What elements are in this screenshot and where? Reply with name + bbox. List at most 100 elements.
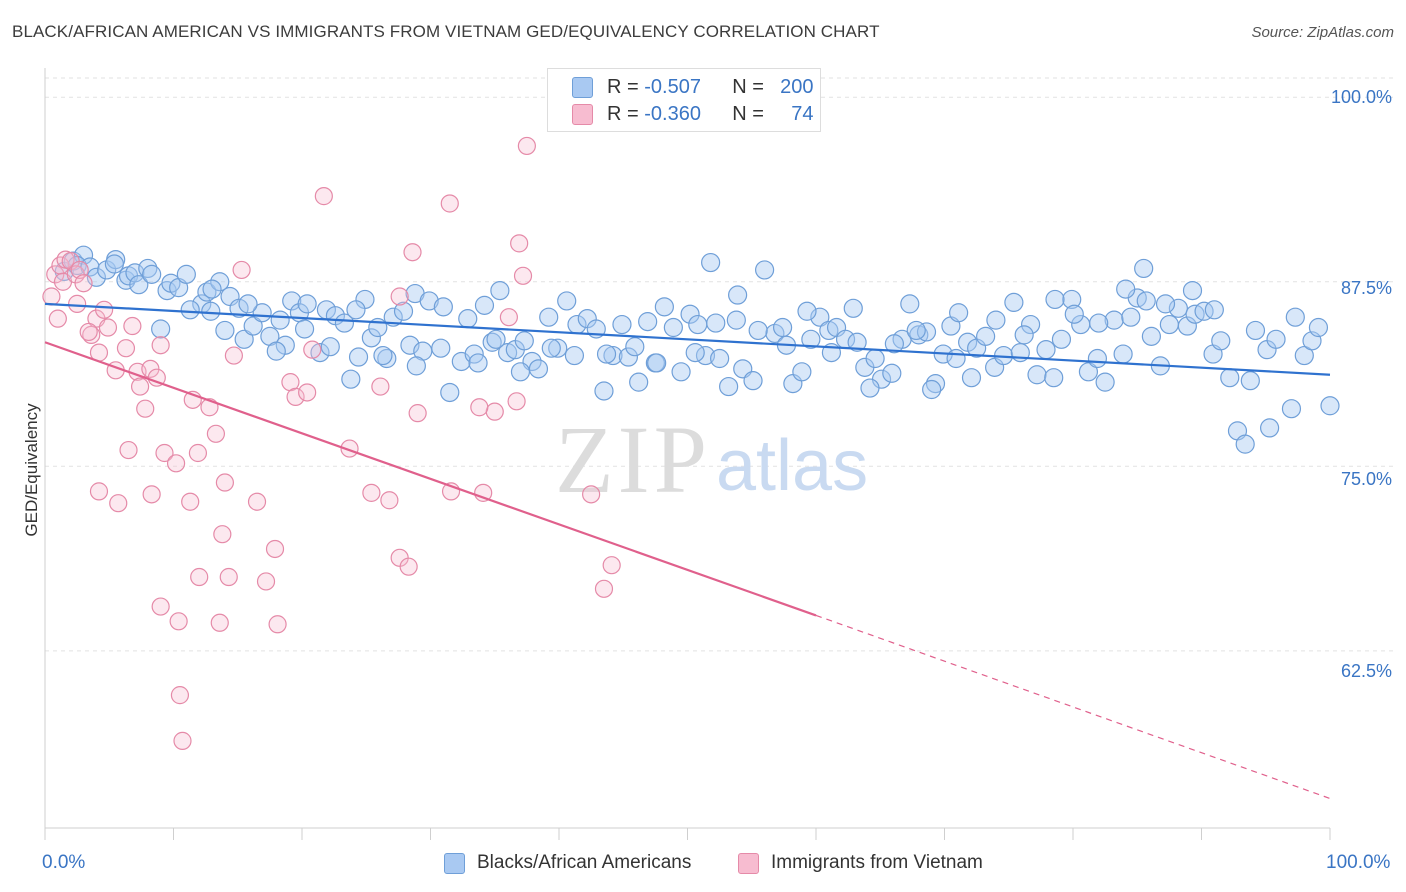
pink-point-41 — [206, 424, 226, 443]
pink-point-72 — [499, 308, 518, 327]
pink-point-39 — [188, 443, 208, 463]
pink-point-55 — [303, 340, 322, 359]
blue-point-67 — [557, 291, 577, 311]
watermark-zip: ZIP — [555, 406, 711, 513]
pink-point-35 — [151, 597, 170, 616]
blue-point-151 — [1294, 345, 1314, 366]
blue-point-66 — [548, 338, 568, 358]
blue-point-190 — [433, 297, 453, 317]
blue-point-185 — [564, 345, 585, 366]
legend-n-label-pink: N = — [732, 102, 764, 125]
blue-point-65 — [539, 307, 559, 327]
pink-point-45 — [210, 613, 229, 632]
blue-point-85 — [710, 348, 730, 369]
pink-point-16 — [98, 318, 118, 337]
pink-point-70 — [485, 402, 504, 421]
bottom-legend-blue: Blacks/African Americans — [444, 852, 691, 874]
blue-point-198 — [202, 279, 222, 299]
blue-point-91 — [765, 323, 785, 344]
blue-point-46 — [383, 307, 403, 327]
bottom-legend-label-pink: Immigrants from Vietnam — [771, 852, 983, 873]
pink-point-32 — [181, 492, 200, 511]
blue-point-80 — [671, 362, 691, 382]
blue-point-138 — [1168, 298, 1188, 318]
blue-point-158 — [1204, 300, 1224, 320]
blue-point-24 — [215, 320, 235, 341]
blue-point-121 — [1027, 365, 1047, 385]
blue-point-123 — [1044, 368, 1064, 388]
blue-point-155 — [1285, 307, 1305, 327]
pink-point-63 — [408, 404, 427, 423]
chart-title: BLACK/AFRICAN AMERICAN VS IMMIGRANTS FRO… — [12, 22, 880, 41]
blue-point-130 — [1104, 310, 1124, 330]
blue-point-168 — [961, 368, 982, 388]
blue-point-134 — [1134, 258, 1154, 279]
blue-point-59 — [490, 280, 510, 301]
y-tick-label-0: 100.0% — [1330, 87, 1392, 107]
blue-point-144 — [1220, 368, 1240, 388]
legend-row-blue: R = -0.507 N = 200 — [572, 75, 814, 99]
blue-point-108 — [916, 322, 937, 342]
pink-point-67 — [517, 136, 536, 156]
trend-line-pink-extension — [815, 614, 1331, 800]
pink-point-42 — [215, 473, 234, 492]
blue-point-176 — [797, 301, 817, 321]
blue-point-40 — [341, 369, 361, 389]
blue-point-147 — [1245, 320, 1266, 341]
blue-point-149 — [1266, 329, 1286, 349]
blue-point-31 — [270, 310, 290, 330]
pink-point-21 — [130, 377, 150, 396]
pink-point-78 — [602, 556, 621, 575]
blue-point-182 — [647, 353, 667, 373]
blue-point-192 — [373, 345, 393, 366]
pink-point-28 — [109, 494, 128, 513]
blue-point-76 — [638, 312, 658, 332]
blue-point-74 — [618, 347, 638, 367]
blue-point-94 — [792, 362, 812, 382]
pink-point-9 — [48, 309, 67, 328]
legend-box: R = -0.507 N = 200 R = -0.360 N = 74 — [547, 68, 821, 132]
blue-point-97 — [819, 320, 839, 341]
pink-point-33 — [190, 567, 209, 587]
legend-n-label-blue: N = — [732, 75, 764, 98]
blue-point-127 — [1078, 362, 1099, 382]
blue-point-71 — [594, 381, 614, 401]
blue-point-89 — [743, 371, 763, 391]
blue-point-41 — [348, 347, 369, 367]
blue-point-19 — [176, 264, 196, 284]
blue-point-193 — [346, 300, 366, 320]
blue-point-131 — [1113, 344, 1133, 364]
trend-line-pink — [44, 341, 817, 617]
blue-point-197 — [238, 294, 258, 314]
blue-point-72 — [603, 345, 623, 366]
pink-point-66 — [440, 194, 459, 213]
blue-point-186 — [541, 338, 561, 358]
pink-point-47 — [232, 260, 251, 280]
blue-point-199 — [180, 300, 200, 320]
blue-point-21 — [197, 282, 217, 302]
pink-point-36 — [170, 686, 190, 705]
pink-point-76 — [582, 485, 601, 504]
blue-point-60 — [498, 343, 518, 363]
blue-point-57 — [474, 295, 495, 315]
pink-point-31 — [166, 454, 186, 473]
blue-point-84 — [701, 252, 721, 273]
blue-point-82 — [688, 314, 708, 335]
blue-point-195 — [294, 319, 315, 339]
pink-point-44 — [219, 567, 238, 587]
pink-point-25 — [151, 336, 170, 355]
pink-point-48 — [247, 492, 267, 511]
blue-point-64 — [528, 359, 549, 379]
blue-point-172 — [884, 334, 904, 354]
pink-point-30 — [155, 443, 174, 463]
blue-point-79 — [663, 317, 683, 338]
blue-point-180 — [706, 313, 726, 333]
blue-point-75 — [629, 372, 649, 392]
bottom-legend-swatch-blue — [444, 852, 465, 874]
pink-point-7 — [74, 274, 93, 293]
pink-point-56 — [314, 187, 333, 206]
blue-point-166 — [1014, 325, 1034, 345]
blue-point-183 — [625, 337, 645, 357]
blue-point-26 — [229, 298, 249, 318]
